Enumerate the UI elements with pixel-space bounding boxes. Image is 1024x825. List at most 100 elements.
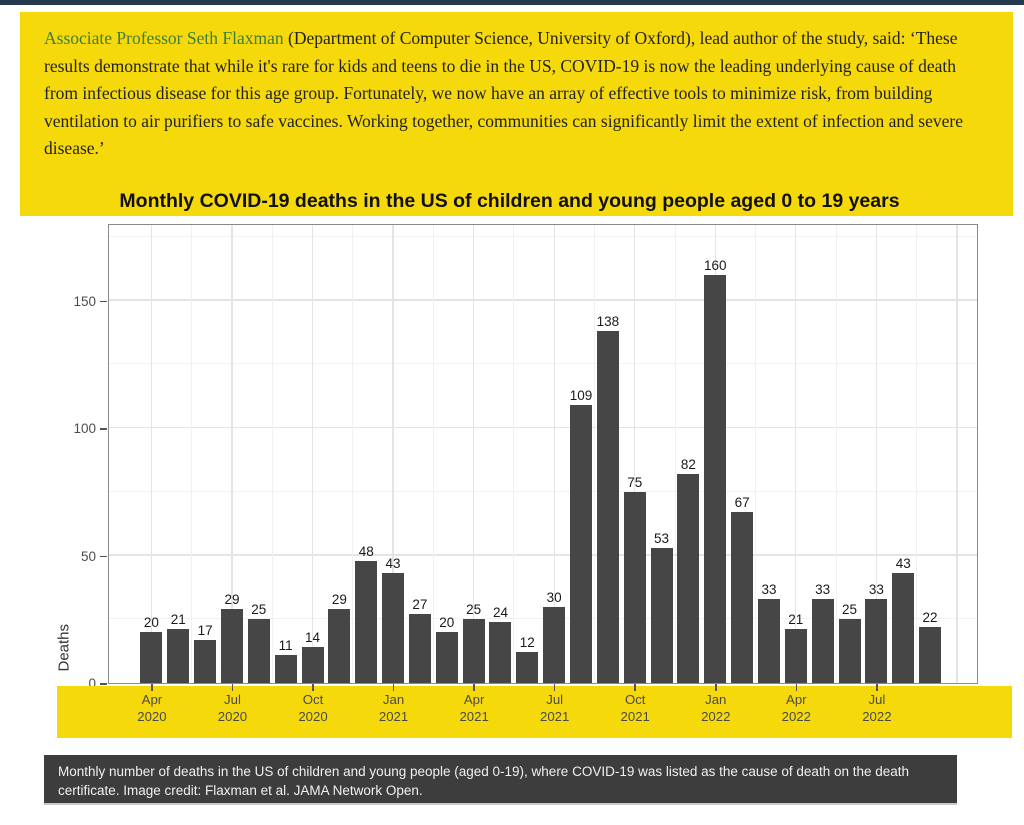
x-tick-mark xyxy=(553,684,556,691)
gridline-minor xyxy=(432,225,434,683)
bar-value-label: 30 xyxy=(546,589,562,605)
x-tick-month: Apr xyxy=(141,692,163,707)
x-tick-label: Oct 2021 xyxy=(593,691,677,725)
chart-title: Monthly COVID-19 deaths in the US of chi… xyxy=(119,190,900,212)
gridline-major xyxy=(231,225,233,683)
bar-value-label: 22 xyxy=(922,609,938,625)
gridline-major xyxy=(875,225,877,683)
x-tick-label: Apr 2020 xyxy=(110,691,194,725)
bar-value-label: 12 xyxy=(519,635,535,651)
x-tick-month: Oct xyxy=(624,692,646,707)
x-tick-label: Jul 2020 xyxy=(190,691,274,725)
bar-value-label: 25 xyxy=(466,602,482,618)
x-tick-month: Jul xyxy=(868,692,886,707)
y-tick-mark xyxy=(100,300,107,303)
bar xyxy=(892,573,915,683)
x-tick-label: Oct 2020 xyxy=(271,691,355,725)
gridline-minor xyxy=(271,225,273,683)
caption-text: Monthly number of deaths in the US of ch… xyxy=(58,764,910,798)
bar-value-label: 138 xyxy=(596,314,620,330)
y-tick-mark xyxy=(100,683,107,685)
x-tick-year: 2022 xyxy=(701,709,731,724)
bar-value-label: 160 xyxy=(704,258,727,273)
gridline-minor xyxy=(755,225,757,683)
x-tick-mark xyxy=(795,684,798,691)
bar xyxy=(247,619,270,683)
x-tick-year: 2021 xyxy=(540,709,570,724)
bar-value-label: 25 xyxy=(842,602,858,618)
x-tick-label: Jan 2021 xyxy=(352,691,436,725)
gridline-minor xyxy=(191,225,193,683)
quote-text: Associate Professor Seth Flaxman (Depart… xyxy=(20,12,1013,163)
bar-value-label: 17 xyxy=(197,622,213,638)
bar xyxy=(596,331,619,683)
bar-value-label: 33 xyxy=(761,581,777,597)
bar xyxy=(462,619,485,683)
x-tick-year: 2021 xyxy=(620,709,650,724)
bar-value-label: 27 xyxy=(412,597,428,613)
gridline-major xyxy=(795,225,797,683)
bar-value-label: 43 xyxy=(385,556,401,572)
bar xyxy=(328,609,351,683)
bar-value-label: 29 xyxy=(331,592,347,608)
bar xyxy=(919,626,942,683)
gridline-major xyxy=(553,225,555,683)
x-tick-mark xyxy=(876,684,878,691)
bar-value-label: 67 xyxy=(734,495,750,511)
x-tick-month: Apr xyxy=(463,692,485,707)
author-link[interactable]: Associate Professor Seth Flaxman xyxy=(44,28,284,48)
x-tick-month: Jan xyxy=(705,692,727,707)
bar xyxy=(274,654,297,683)
x-tick-mark xyxy=(312,684,314,691)
bar-value-label: 29 xyxy=(224,592,240,608)
gridline-minor xyxy=(593,225,595,683)
x-tick-label: Jul 2021 xyxy=(513,691,597,725)
bar xyxy=(167,629,190,683)
bar xyxy=(838,619,861,683)
bar xyxy=(623,491,646,683)
quote-body: (Department of Computer Science, Univers… xyxy=(44,28,963,158)
bar-value-label: 82 xyxy=(680,456,696,472)
x-tick-month: Oct xyxy=(302,692,324,707)
bar-value-label: 25 xyxy=(251,602,267,618)
gridline-major xyxy=(956,225,958,683)
y-axis-title: Deaths xyxy=(55,623,73,672)
caption-bar: Monthly number of deaths in the US of ch… xyxy=(44,755,957,805)
bar xyxy=(677,473,700,683)
bar xyxy=(408,614,431,683)
bar xyxy=(543,606,566,683)
x-tick-mark xyxy=(392,684,395,691)
bar xyxy=(811,598,834,683)
gridline-minor xyxy=(109,618,977,620)
bar xyxy=(220,609,243,683)
bar-value-label: 33 xyxy=(815,581,831,597)
bar-value-label: 11 xyxy=(278,637,293,653)
bar xyxy=(757,598,780,683)
x-tick-label: Jan 2022 xyxy=(674,691,758,725)
gridline-minor xyxy=(109,363,977,365)
bar xyxy=(489,621,512,683)
x-tick-label: Apr 2021 xyxy=(432,691,516,725)
bar xyxy=(355,560,378,683)
bar-value-label: 14 xyxy=(305,630,321,646)
bar xyxy=(570,405,593,683)
x-tick-label: Jul 2022 xyxy=(835,691,919,725)
bar-value-label: 33 xyxy=(868,581,884,597)
bar-value-label: 43 xyxy=(895,556,911,572)
bar-value-label: 21 xyxy=(788,612,804,628)
x-tick-year: 2022 xyxy=(781,709,811,724)
bar-value-label: 109 xyxy=(569,388,593,404)
x-axis-strip: Apr 2020 Jul 2020 Oct 2020 Jan 2021 Apr 2021 Jul 20… xyxy=(57,686,1012,738)
x-tick-label: Apr 2022 xyxy=(754,691,838,725)
gridline-major xyxy=(634,225,636,683)
x-tick-year: 2022 xyxy=(862,709,892,724)
gridline-minor xyxy=(916,225,918,683)
gridline-major xyxy=(473,225,475,683)
bar xyxy=(194,639,217,683)
x-tick-year: 2020 xyxy=(298,709,328,724)
y-tick-label: 50 xyxy=(80,548,96,564)
bar-value-label: 53 xyxy=(654,530,670,546)
gridline-major xyxy=(150,225,152,683)
bar-value-label: 20 xyxy=(439,615,455,630)
gridline-minor xyxy=(835,225,837,683)
